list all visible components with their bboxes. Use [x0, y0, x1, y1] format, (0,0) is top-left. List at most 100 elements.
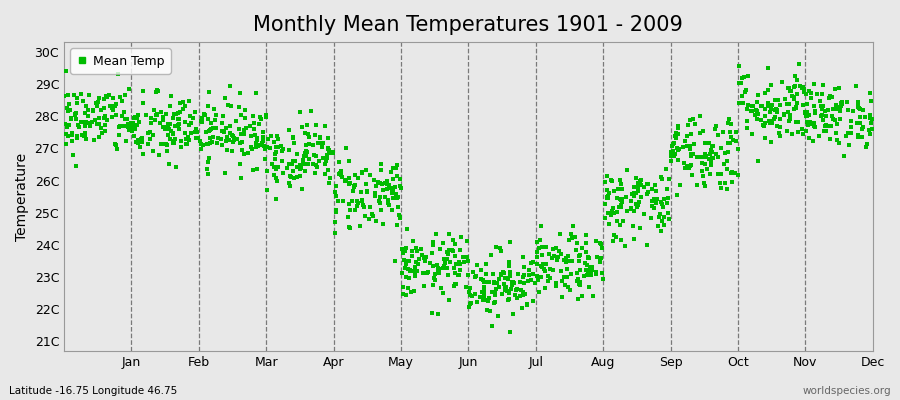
Point	[428, 271, 442, 278]
Point	[184, 130, 199, 136]
Point	[680, 143, 694, 149]
Point	[684, 151, 698, 157]
Point	[265, 161, 279, 168]
Point	[535, 263, 549, 269]
Point	[477, 279, 491, 286]
Point	[711, 132, 725, 138]
Point	[290, 163, 304, 170]
Point	[631, 202, 645, 208]
Point	[396, 284, 410, 290]
Point	[770, 122, 784, 129]
Point	[543, 275, 557, 281]
Point	[201, 116, 215, 122]
Point	[582, 264, 597, 270]
Point	[770, 106, 784, 112]
Point	[538, 285, 553, 292]
Point	[579, 232, 593, 238]
Point	[596, 276, 610, 282]
Point	[773, 116, 788, 122]
Point	[321, 180, 336, 187]
Point	[560, 274, 574, 280]
Point	[724, 170, 739, 176]
Point	[456, 254, 471, 260]
Point	[185, 115, 200, 122]
Point	[717, 180, 732, 186]
Point	[850, 120, 865, 126]
Point	[436, 240, 450, 246]
Point	[572, 258, 586, 264]
Point	[215, 128, 230, 134]
Point	[782, 88, 796, 94]
Point	[362, 216, 376, 223]
Point	[249, 89, 264, 96]
Point	[589, 271, 603, 278]
Point	[833, 106, 848, 112]
Point	[201, 171, 215, 177]
Point	[148, 89, 163, 95]
Point	[775, 79, 789, 85]
Point	[616, 218, 631, 224]
Point	[853, 106, 868, 113]
Point	[182, 122, 196, 128]
Point	[158, 141, 173, 147]
Point	[640, 191, 654, 197]
Point	[824, 123, 838, 130]
Point	[509, 287, 524, 293]
Point	[440, 249, 454, 255]
Point	[734, 75, 749, 82]
Point	[167, 138, 182, 144]
Point	[516, 292, 530, 298]
Point	[326, 150, 340, 156]
Point	[704, 147, 718, 153]
Point	[343, 180, 357, 186]
Point	[744, 108, 759, 114]
Point	[223, 102, 238, 109]
Point	[802, 112, 816, 118]
Point	[767, 116, 781, 122]
Point	[480, 307, 494, 314]
Point	[704, 148, 718, 154]
Point	[406, 288, 420, 294]
Point	[271, 143, 285, 150]
Point	[608, 209, 622, 216]
Point	[341, 214, 356, 220]
Point	[537, 268, 552, 274]
Point	[779, 128, 794, 135]
Point	[222, 82, 237, 89]
Point	[759, 120, 773, 127]
Point	[390, 222, 404, 228]
Point	[486, 271, 500, 277]
Point	[240, 150, 255, 156]
Point	[126, 120, 140, 126]
Point	[58, 68, 73, 74]
Point	[403, 268, 418, 274]
Point	[808, 110, 823, 116]
Point	[502, 268, 517, 275]
Point	[553, 248, 567, 254]
Point	[841, 130, 855, 136]
Point	[338, 177, 353, 183]
Point	[109, 101, 123, 107]
Point	[802, 135, 816, 141]
Point	[503, 329, 517, 335]
Point	[578, 260, 592, 266]
Point	[202, 88, 216, 95]
Point	[516, 274, 530, 280]
Point	[705, 155, 719, 162]
Point	[851, 105, 866, 111]
Point	[381, 200, 395, 206]
Point	[106, 95, 121, 101]
Point	[807, 107, 822, 114]
Point	[763, 120, 778, 126]
Point	[405, 252, 419, 259]
Point	[268, 196, 283, 202]
Point	[426, 239, 440, 245]
Point	[668, 151, 682, 157]
Point	[574, 292, 589, 299]
Point	[226, 133, 240, 140]
Point	[788, 82, 802, 89]
Point	[468, 291, 482, 298]
Point	[500, 297, 515, 303]
Point	[700, 166, 715, 172]
Point	[65, 138, 79, 144]
